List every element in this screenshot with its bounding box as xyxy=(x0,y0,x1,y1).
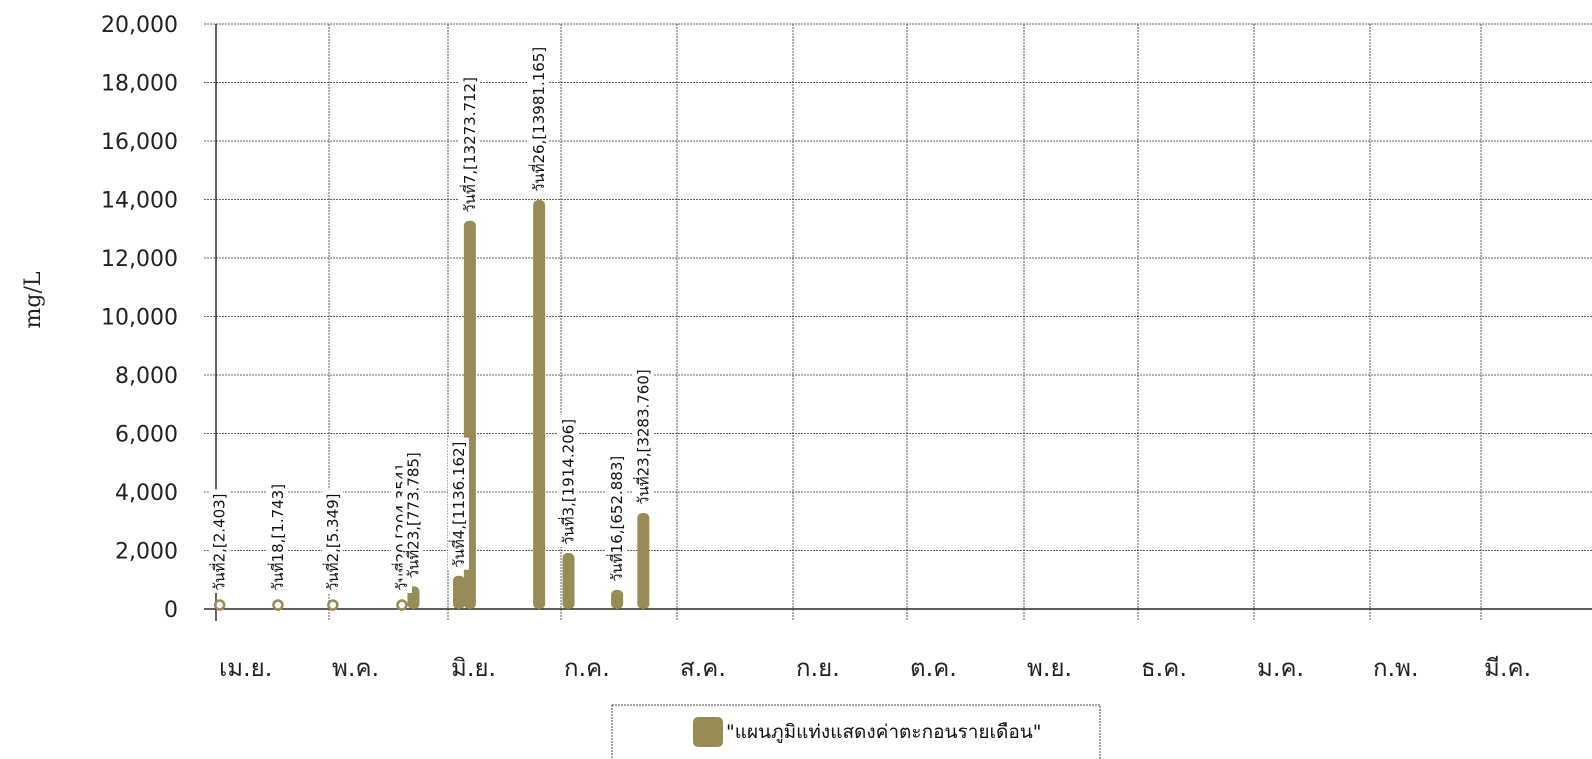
bar-1 xyxy=(272,599,284,611)
data-label-bg xyxy=(632,365,654,507)
y-tick-label: 10,000 xyxy=(101,306,178,331)
data-label-2: วันที่2,[5.349] xyxy=(321,489,343,593)
data-label-text: วันที่2,[5.349] xyxy=(322,493,342,591)
y-tick-label: 6,000 xyxy=(115,423,178,448)
bar-10 xyxy=(637,512,650,609)
legend-label: "แผนภูมิแท่งแสดงค่าตะกอนรายเดือน" xyxy=(726,721,1041,743)
data-label-bg xyxy=(266,479,288,593)
bar-0 xyxy=(213,599,226,611)
x-tick-labels: เม.ย. พ.ค. มิ.ย. ก.ค. ส.ค. ก.ย. ต.ค. พ.ย. ธ.ค. ม.… xyxy=(219,654,1531,682)
data-label-text: วันที่4,[1136.162] xyxy=(448,442,468,568)
x-tick-label-7: พ.ย. xyxy=(1027,654,1072,682)
y-tick-label: 20,000 xyxy=(101,13,178,38)
legend: "แผนภูมิแท่งแสดงค่าตะกอนรายเดือน" xyxy=(611,704,1101,759)
legend-swatch xyxy=(693,717,723,747)
data-label-7: วันที่26,[13981.165] xyxy=(528,42,550,195)
data-label-text: วันที่18,[1.743] xyxy=(267,484,287,591)
bar-2 xyxy=(327,599,339,611)
y-tick-label: 14,000 xyxy=(101,189,178,214)
data-labels: วันที่2,[2.403] วันที่18,[1.743] วันที่2,[… xyxy=(208,42,654,593)
bar-3 xyxy=(396,599,408,611)
data-label-bg xyxy=(208,489,230,593)
y-tick-label: 8,000 xyxy=(115,364,178,389)
data-label-text: วันที่23,[773.785] xyxy=(402,452,422,578)
x-tick-label-4: ส.ค. xyxy=(680,654,726,682)
x-tick-label-9: ม.ค. xyxy=(1257,654,1304,682)
x-tick-label-0: เม.ย. xyxy=(219,654,272,682)
data-label-text: วันที่7,[13273.712] xyxy=(459,77,479,213)
data-label-text: วันที่2,[2.403] xyxy=(209,493,229,591)
bar-5 xyxy=(452,575,465,609)
data-label-6: วันที่7,[13273.712] xyxy=(458,73,480,215)
y-tick-label: 2,000 xyxy=(115,540,178,565)
y-tick-label: 18,000 xyxy=(101,72,178,97)
bar-7 xyxy=(533,200,546,610)
bars xyxy=(213,200,650,611)
y-tick-label: 12,000 xyxy=(101,247,178,272)
y-tick-label: 0 xyxy=(164,598,178,623)
y-tick-label: 4,000 xyxy=(115,481,178,506)
data-label-9: วันที่16,[652.883] xyxy=(606,451,628,584)
x-tick-label-3: ก.ค. xyxy=(564,654,610,682)
bar-9 xyxy=(611,589,624,609)
data-label-bg xyxy=(321,489,343,593)
data-label-text: วันที่3,[1914.206] xyxy=(557,419,577,545)
data-label-10: วันที่23,[3283.760] xyxy=(632,365,654,507)
x-tick-label-11: มี.ค. xyxy=(1484,654,1531,682)
data-label-0: วันที่2,[2.403] xyxy=(208,489,230,593)
bar-8 xyxy=(562,553,575,609)
data-label-5: วันที่4,[1136.162] xyxy=(447,437,469,570)
data-label-text: วันที่23,[3283.760] xyxy=(632,369,652,505)
y-tick-labels: 20,000 18,000 16,000 14,000 12,000 10,000 8,00… xyxy=(101,13,178,623)
data-label-text: วันที่26,[13981.165] xyxy=(528,47,548,192)
data-label-bg xyxy=(402,448,424,581)
data-label-bg xyxy=(557,414,579,548)
data-label-bg xyxy=(528,42,550,195)
x-tick-label-1: พ.ค. xyxy=(332,654,379,682)
data-label-4: วันที่23,[773.785] xyxy=(402,448,424,581)
data-label-1: วันที่18,[1.743] xyxy=(266,479,288,593)
data-label-bg xyxy=(606,451,628,584)
x-tick-label-2: มิ.ย. xyxy=(451,654,496,682)
data-label-bg xyxy=(447,437,469,570)
data-label-8: วันที่3,[1914.206] xyxy=(557,414,579,548)
x-tick-label-8: ธ.ค. xyxy=(1141,654,1187,682)
data-label-text: วันที่16,[652.883] xyxy=(606,456,626,582)
x-tick-label-10: ก.พ. xyxy=(1373,654,1419,682)
x-tick-label-5: ก.ย. xyxy=(796,654,840,682)
data-label-bg xyxy=(458,73,480,215)
y-axis-label: mg/L xyxy=(21,271,46,328)
y-tick-label: 16,000 xyxy=(101,130,178,155)
x-tick-label-6: ต.ค. xyxy=(910,654,957,682)
grid-lines xyxy=(204,23,1592,621)
